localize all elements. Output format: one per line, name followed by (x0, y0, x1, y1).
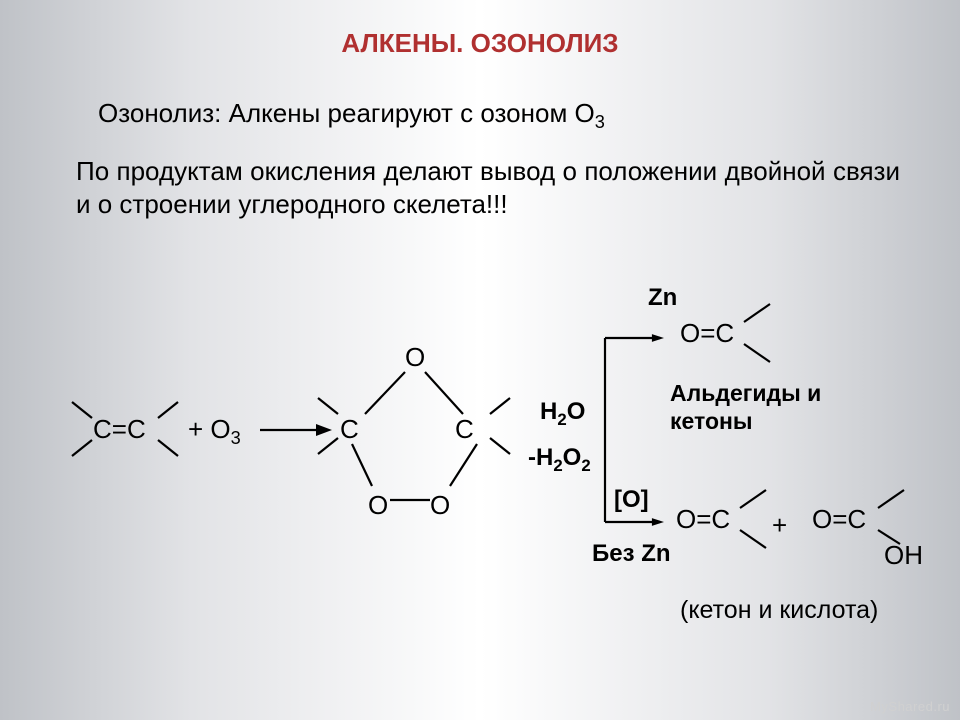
zn-label: Zn (648, 284, 677, 312)
ozonide-o-bl: O (368, 490, 388, 521)
oh-label: OH (884, 540, 923, 571)
aldehydes-ketones-label: Альдегиды и кетоны (670, 380, 830, 435)
mh2o2-sub2: 2 (581, 456, 590, 475)
product-top: O=C (680, 318, 734, 349)
ketone-acid-label: (кетон и кислота) (680, 596, 878, 625)
plus-label: + (772, 510, 787, 541)
without-zn-label: Без Zn (592, 540, 671, 568)
plus-o3-sub: 3 (231, 428, 241, 448)
minus-h2o2-label: -H2O2 (528, 444, 591, 476)
mh2o2-o: O (563, 444, 582, 471)
product-bot-2: O=C (812, 504, 866, 535)
ozonide-o-br: O (430, 490, 450, 521)
ozonide-c-left: С (340, 414, 359, 445)
arrow-1 (260, 424, 332, 436)
h2o-sub: 2 (557, 410, 566, 429)
plus-o3-prefix: + O (188, 414, 231, 444)
bond-line (72, 440, 92, 456)
oxidation-label: [O] (614, 486, 649, 514)
bond-line (158, 402, 178, 418)
ozonide-o-top: O (405, 342, 425, 373)
watermark: MyShared.ru (870, 699, 950, 714)
h2o-label: H2O (540, 398, 585, 430)
h2o-o: O (567, 398, 586, 425)
mh2o2-sub1: 2 (553, 456, 562, 475)
product-bot-1: O=C (676, 504, 730, 535)
plus-o3: + O3 (188, 414, 241, 449)
bond-line (72, 402, 92, 418)
h2o-h: H (540, 398, 557, 425)
bond-line (158, 440, 178, 456)
mh2o2-prefix: -H (528, 444, 553, 471)
ozonide-c-right: С (455, 414, 474, 445)
